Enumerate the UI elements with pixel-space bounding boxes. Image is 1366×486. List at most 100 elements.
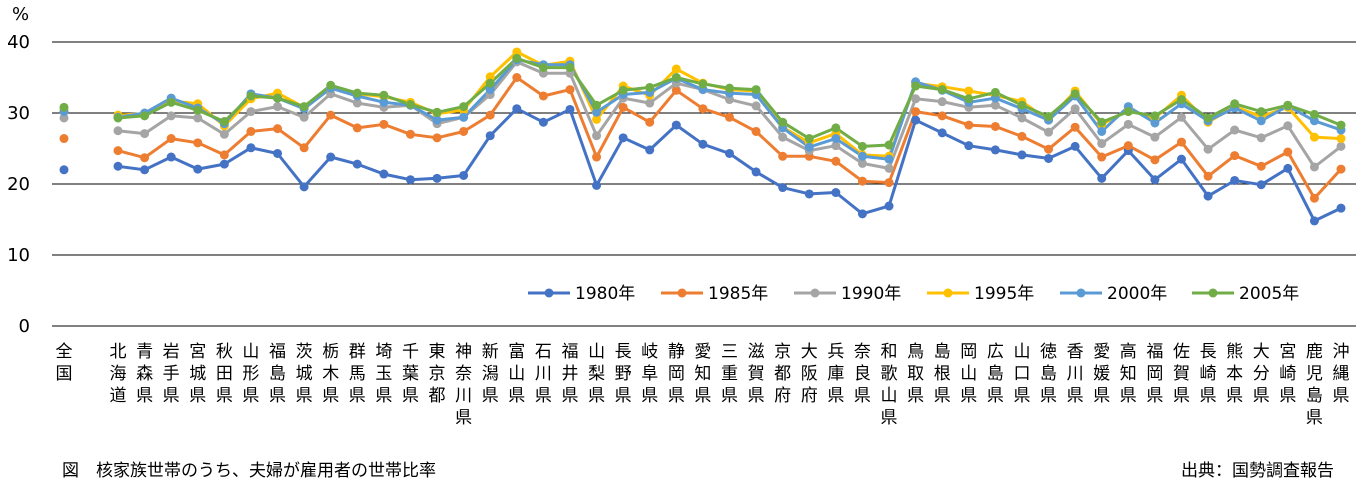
x-tick-label: 東京都 [429, 342, 446, 406]
data-point [671, 120, 681, 130]
x-tick-label: 愛媛県 [1093, 342, 1110, 406]
data-point [937, 85, 947, 95]
x-tick-label: 福岡県 [1146, 342, 1163, 406]
data-point [671, 64, 681, 74]
data-point [1150, 132, 1160, 142]
data-point [299, 143, 309, 153]
legend-label: 1980年 [575, 284, 635, 304]
data-point [831, 188, 841, 198]
x-tick-label: 岡山県 [960, 342, 977, 406]
data-point [166, 152, 176, 162]
data-point [1283, 163, 1293, 173]
data-point [299, 102, 309, 112]
data-point [246, 126, 256, 136]
x-tick-label: 愛知県 [694, 342, 711, 406]
data-point [352, 123, 362, 133]
y-axis-unit-label: % [12, 4, 29, 25]
data-point [405, 129, 415, 139]
data-point [911, 115, 921, 125]
data-point [299, 182, 309, 192]
data-point [1017, 113, 1027, 123]
x-tick-label: 青森県 [136, 342, 153, 406]
data-point [911, 94, 921, 104]
data-point [911, 81, 921, 91]
data-point [459, 170, 469, 180]
x-tick-label: 新潟県 [482, 342, 499, 406]
data-point [778, 183, 788, 193]
x-tick-label: 京都府 [774, 342, 791, 406]
data-point [1230, 99, 1240, 109]
data-point [326, 80, 336, 90]
data-point [565, 104, 575, 114]
data-point [1203, 144, 1213, 154]
data-point [725, 95, 734, 105]
data-point [857, 141, 867, 151]
data-point [1283, 100, 1293, 110]
data-point [485, 72, 495, 82]
x-tick-label: 鳥取県 [907, 342, 924, 406]
data-point [1044, 112, 1054, 122]
x-tick-label: 宮城県 [189, 342, 206, 406]
x-tick-label: 熊本県 [1226, 342, 1243, 406]
data-point [166, 134, 176, 144]
data-point [1044, 127, 1054, 137]
data-point [1230, 175, 1240, 185]
data-point [219, 117, 229, 127]
data-point [352, 88, 362, 98]
data-point [592, 131, 602, 141]
data-point [326, 152, 336, 162]
data-point [246, 143, 256, 153]
legend-marker [943, 288, 953, 298]
legend-label: 1995年 [974, 284, 1034, 304]
data-point [273, 124, 283, 134]
data-point [725, 112, 734, 122]
legend-label: 2005年 [1239, 284, 1299, 304]
data-point [1070, 89, 1080, 99]
data-point [751, 126, 761, 136]
data-point [193, 105, 203, 115]
data-point [592, 107, 602, 117]
data-point [698, 139, 708, 149]
data-point [379, 97, 389, 107]
data-point [857, 151, 867, 161]
data-point [485, 78, 495, 88]
x-tick-label: 全国 [56, 342, 73, 384]
data-point [1309, 132, 1319, 142]
data-point [857, 158, 867, 168]
data-point [193, 113, 203, 123]
x-axis-labels: 全国 北海道青森県岩手県宮城県秋田県山形県福島県茨城県栃木県群馬県埼玉県千葉県東京… [56, 342, 1350, 428]
data-point [565, 63, 575, 73]
data-point [1176, 112, 1186, 122]
x-tick-label: 沖縄県 [1333, 342, 1350, 406]
data-point [379, 119, 389, 129]
data-point [273, 102, 283, 112]
data-point [1203, 113, 1213, 123]
data-point [512, 47, 522, 57]
x-tick-label: 奈良県 [854, 342, 871, 406]
data-point [911, 107, 921, 117]
data-point [113, 146, 123, 156]
data-point [273, 148, 283, 158]
data-point [725, 83, 734, 93]
data-point [990, 145, 1000, 155]
legend-marker [810, 288, 820, 298]
legend-marker [544, 288, 554, 298]
data-point [937, 111, 947, 121]
data-point [1256, 133, 1266, 143]
x-tick-label: 岩手県 [163, 342, 180, 406]
data-point [219, 159, 229, 169]
x-tick-label: 長野県 [615, 342, 632, 406]
x-tick-label: 兵庫県 [827, 342, 844, 406]
data-point [459, 126, 469, 136]
data-point [592, 180, 602, 190]
data-point [1309, 193, 1319, 203]
x-tick-label: 大分県 [1253, 342, 1270, 406]
data-point [1097, 173, 1107, 183]
x-tick-label: 滋賀県 [748, 342, 765, 406]
data-point [751, 167, 761, 177]
data-point [1176, 95, 1186, 105]
data-point [1044, 144, 1054, 154]
data-point [592, 114, 602, 124]
x-tick-label: 宮崎県 [1279, 342, 1296, 406]
